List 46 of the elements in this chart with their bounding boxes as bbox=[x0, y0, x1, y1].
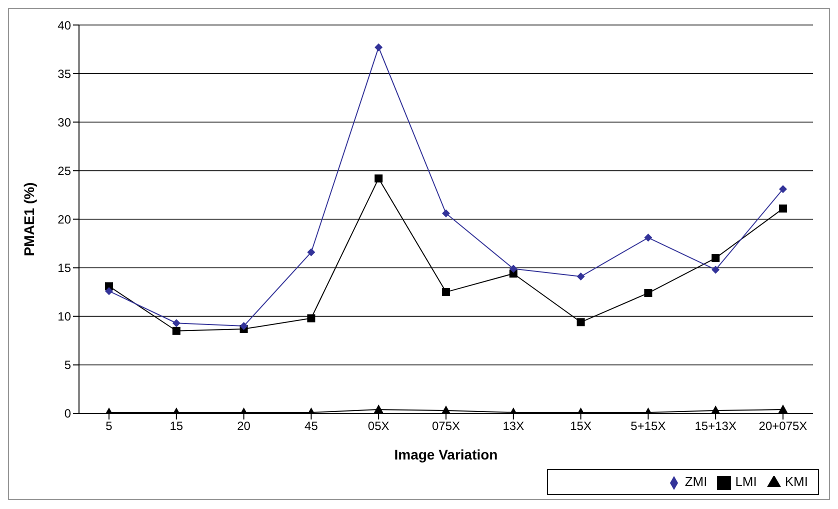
point bbox=[307, 248, 316, 256]
x-tick-label: 05X bbox=[368, 418, 390, 433]
point bbox=[509, 264, 518, 273]
y-tick-label: 40 bbox=[58, 18, 72, 32]
x-tick-label: 15+13X bbox=[694, 418, 736, 433]
x-tick-label: 45 bbox=[304, 418, 318, 433]
y-tick-label: 35 bbox=[58, 66, 72, 81]
point bbox=[779, 204, 787, 213]
x-tick-label: 20 bbox=[237, 418, 251, 433]
point bbox=[172, 326, 180, 335]
x-tick-label: 15 bbox=[170, 418, 184, 433]
y-tick-label: 20 bbox=[58, 212, 72, 226]
point bbox=[712, 266, 720, 274]
point bbox=[710, 406, 721, 414]
y-tick-label: 0 bbox=[64, 406, 72, 421]
y-tick-label: 25 bbox=[58, 164, 72, 178]
x-tick-label: 15X bbox=[570, 418, 592, 433]
point bbox=[778, 404, 788, 414]
x-axis-title: Image Variation bbox=[394, 446, 498, 462]
x-tick-label: 5+15X bbox=[630, 418, 666, 433]
point bbox=[172, 319, 180, 328]
point bbox=[374, 174, 383, 182]
x-tick-label: 20+075X bbox=[758, 418, 808, 433]
legend-label: KMI bbox=[784, 474, 808, 490]
y-tick-label: 30 bbox=[58, 115, 72, 130]
point bbox=[442, 209, 450, 218]
x-tick-label: 075X bbox=[432, 418, 460, 433]
legend-label: LMI bbox=[735, 474, 757, 490]
legend-label: ZMI bbox=[684, 474, 708, 490]
point bbox=[307, 314, 316, 322]
point bbox=[576, 318, 585, 326]
y-tick-label: 5 bbox=[64, 358, 72, 372]
y-tick-label: 15 bbox=[58, 261, 72, 276]
point bbox=[240, 322, 248, 330]
point bbox=[644, 234, 652, 242]
point bbox=[644, 289, 652, 298]
x-tick-label: 13X bbox=[502, 418, 524, 433]
point bbox=[442, 288, 450, 296]
point bbox=[779, 185, 787, 194]
point bbox=[576, 272, 585, 281]
point bbox=[105, 287, 113, 296]
y-tick-label: 10 bbox=[58, 310, 72, 324]
x-tick-label: 5 bbox=[106, 418, 113, 433]
point bbox=[374, 404, 384, 414]
y-axis-title: PMAE1 (%) bbox=[20, 182, 37, 256]
point bbox=[712, 254, 720, 262]
